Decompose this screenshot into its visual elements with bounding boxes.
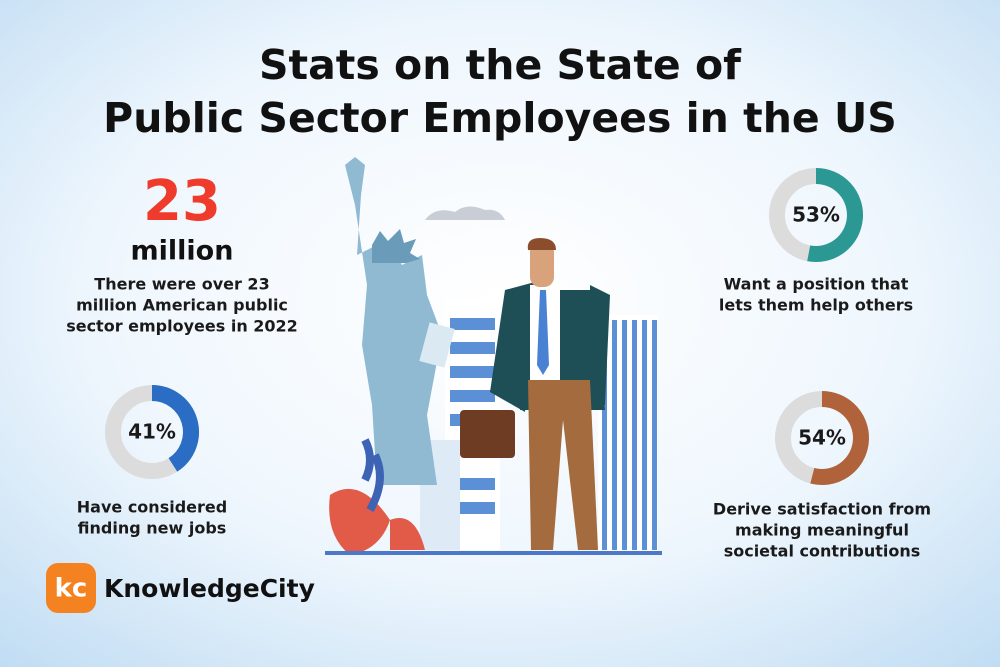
percent-label: 54%	[798, 426, 846, 450]
illustration	[325, 157, 662, 555]
caption-line: finding new jobs	[78, 519, 227, 538]
caption-line: Want a position that	[724, 275, 909, 294]
caption-line: There were over 23	[94, 275, 269, 294]
caption-line: making meaningful	[735, 521, 909, 540]
donut-arc	[810, 391, 869, 485]
percent-label: 53%	[792, 203, 840, 227]
logo-name: KnowledgeCity	[104, 574, 315, 603]
caption-line: Derive satisfaction from	[713, 500, 931, 519]
logo-mark: kc	[55, 574, 88, 604]
title: Public Sector Employees in the US	[103, 94, 897, 142]
donut-arc	[807, 168, 863, 262]
caption-line: Have considered	[77, 498, 227, 517]
donut-arc	[151, 385, 199, 472]
caption-line: societal contributions	[724, 542, 921, 561]
headline-unit: million	[131, 236, 234, 267]
title: Stats on the State of	[259, 41, 742, 89]
caption-line: million American public	[76, 296, 288, 315]
logo-mark-bg	[46, 563, 96, 613]
caption-line: sector employees in 2022	[66, 317, 298, 336]
headline-number: 23	[143, 169, 221, 234]
percent-label: 41%	[128, 420, 176, 444]
caption-line: lets them help others	[719, 296, 913, 315]
